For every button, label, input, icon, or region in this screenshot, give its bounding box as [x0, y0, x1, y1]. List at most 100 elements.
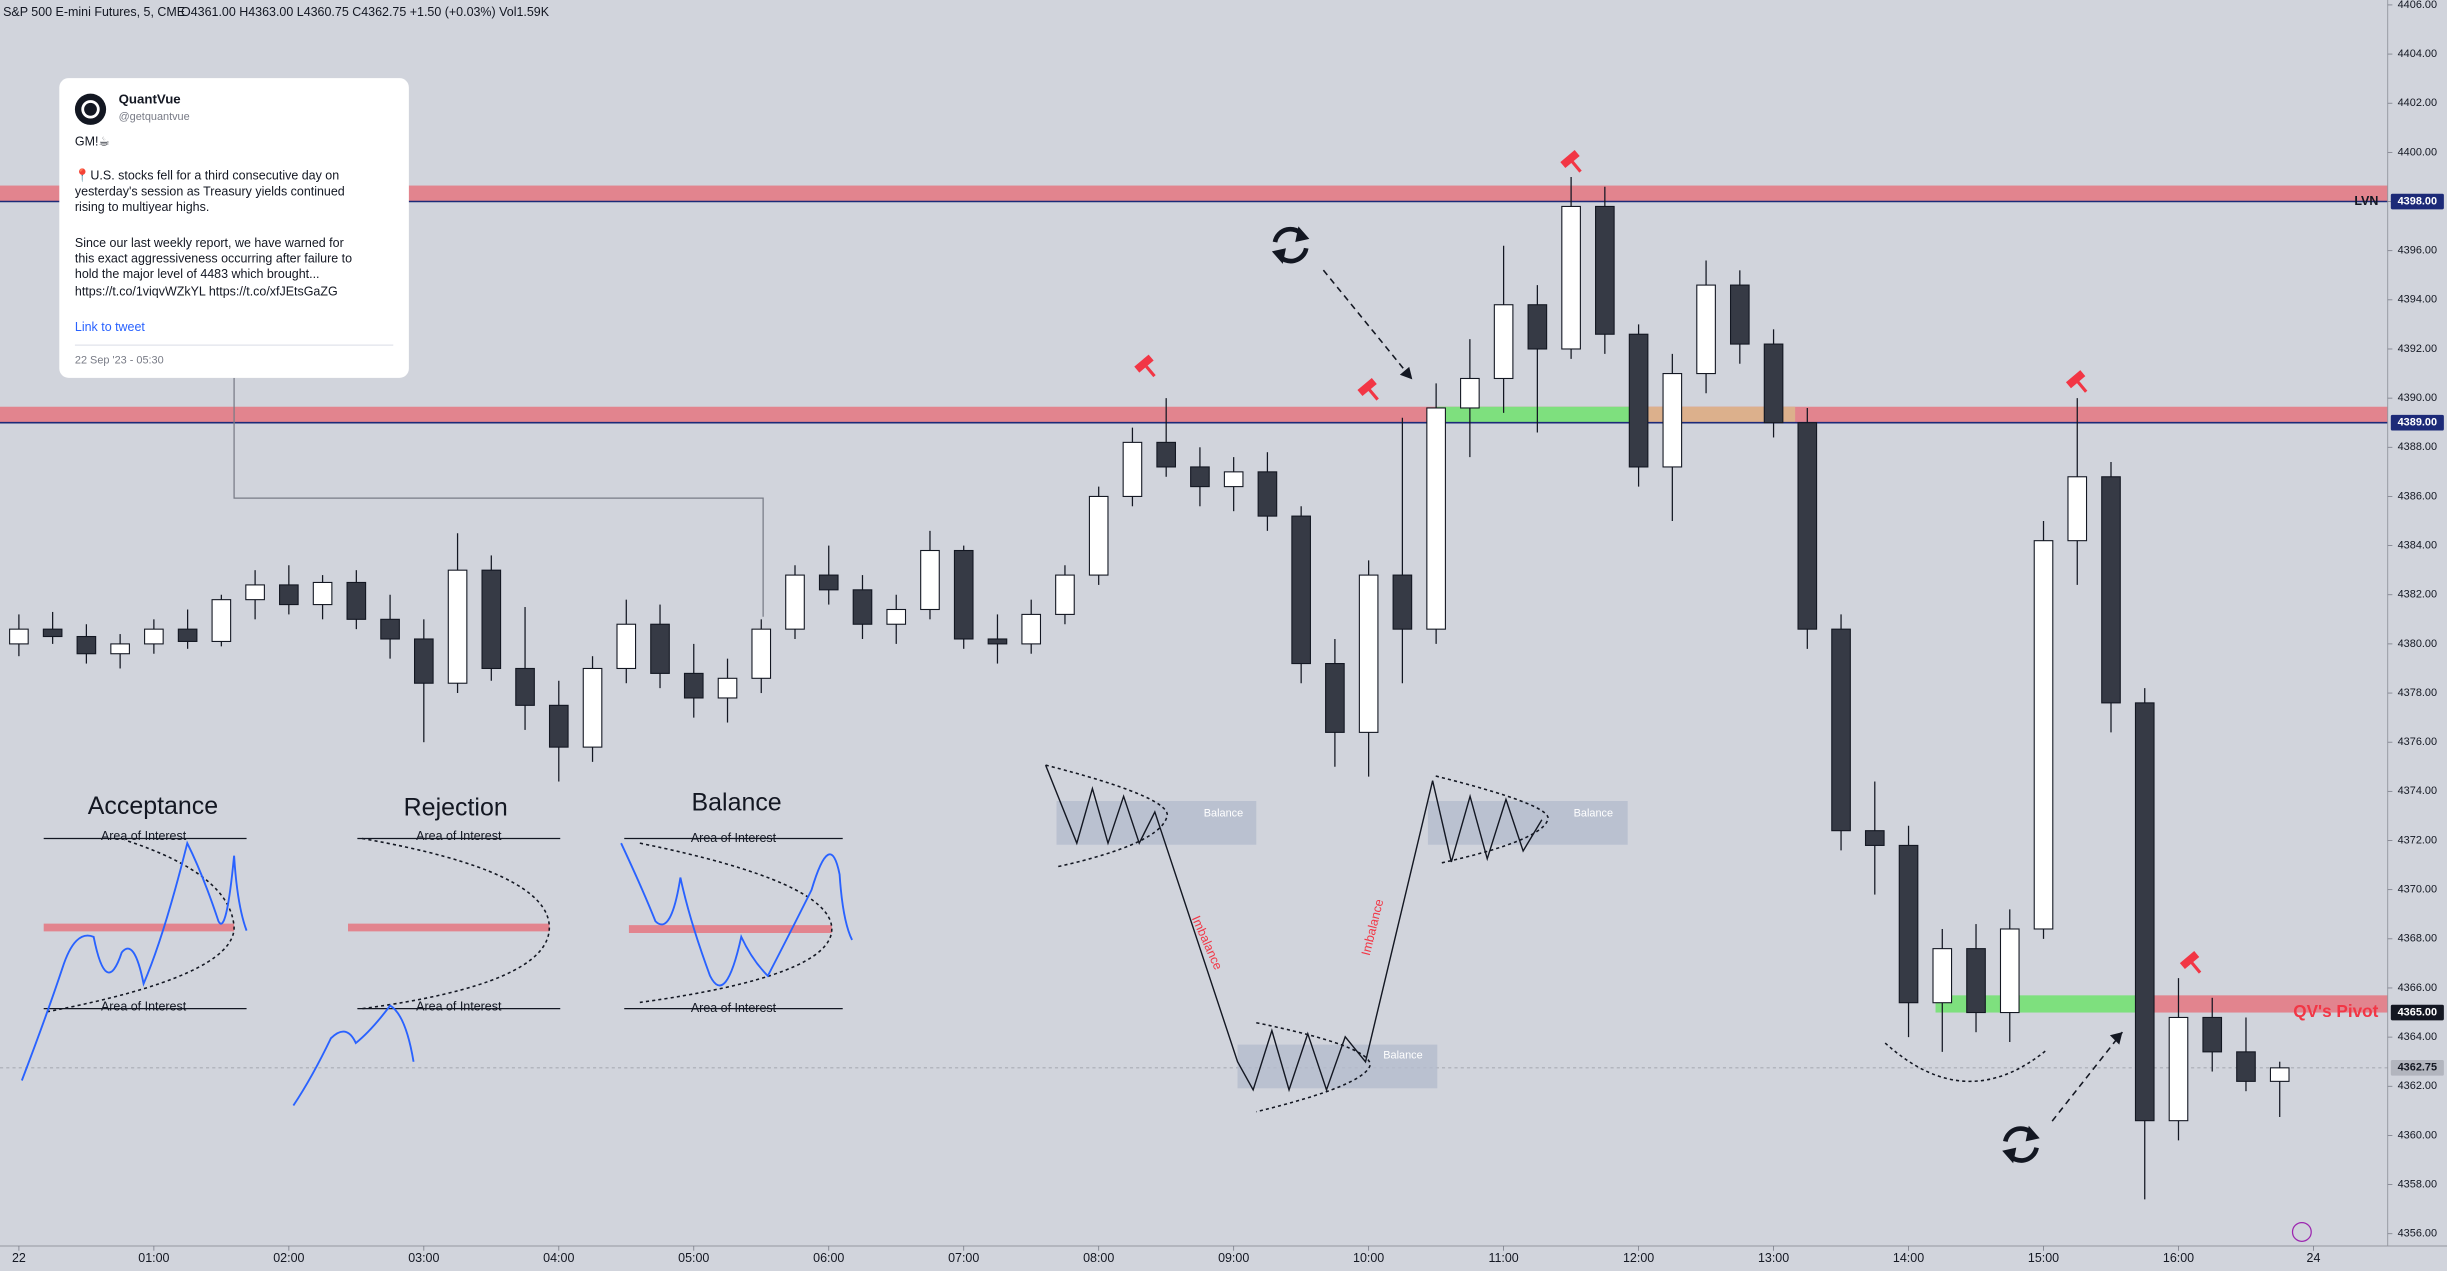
candle-body-down [1966, 948, 1986, 1014]
candle-body-up [1561, 205, 1581, 350]
x-tick-label: 08:00 [1083, 1251, 1114, 1265]
candle-body-up [2033, 540, 2054, 930]
x-tick-label: 14:00 [1893, 1251, 1924, 1265]
arrowhead [1399, 366, 1413, 380]
tweet-line: yesterday's session as Treasury yields c… [75, 184, 345, 198]
y-tick-label: 4390.00 [2398, 392, 2437, 404]
candle-body-up [312, 581, 333, 606]
zone [0, 406, 2388, 423]
candle-body-down [1729, 284, 1750, 345]
x-tick-label: 06:00 [813, 1251, 844, 1265]
candle-body-up [2269, 1067, 2290, 1082]
arrowhead [2109, 1032, 2123, 1045]
profile-curve [1045, 764, 1169, 868]
candle-body-up [2067, 476, 2088, 542]
aoi-label: Area of Interest [691, 1001, 777, 1015]
candle-body-up [1358, 574, 1379, 733]
price-sketch [620, 842, 853, 987]
candle-body-up [245, 584, 265, 601]
x-tick-label: 01:00 [138, 1251, 169, 1265]
profile-curve [361, 837, 551, 1010]
tweet-date: 22 Sep '23 - 05:30 [75, 355, 164, 367]
candle-body-up [144, 628, 164, 645]
balance-box [1056, 801, 1257, 845]
candle-body-up [582, 667, 603, 748]
candle-body-down [1291, 515, 1311, 665]
tweet-greeting: GM!☕ [75, 134, 110, 148]
annotation-title: Acceptance [88, 792, 218, 820]
x-tick-label: 11:00 [1488, 1251, 1518, 1265]
x-tick-label: 04:00 [543, 1251, 574, 1265]
refresh-icon [1271, 226, 1310, 264]
price-label-box [2390, 1004, 2444, 1021]
price-label: 4389.00 [2398, 417, 2437, 429]
candle-body-down [1527, 304, 1548, 350]
y-tick-label: 4376.00 [2398, 736, 2437, 748]
tweet-card: QuantVue @getquantvue GM!☕ 📍U.S. stocks … [59, 78, 409, 378]
price-scale [2387, 0, 2447, 1271]
flash-icon[interactable] [2291, 1221, 2312, 1242]
candle-body-down [2101, 476, 2121, 704]
y-tick-label: 4374.00 [2398, 785, 2437, 797]
candle-body-down [2236, 1051, 2256, 1082]
y-tick-label: 4366.00 [2398, 982, 2437, 994]
candle-body-down [279, 584, 299, 606]
balance-label: Balance [1204, 807, 1243, 819]
x-tick-label: 13:00 [1758, 1251, 1789, 1265]
profile-curve [46, 839, 235, 1013]
candle-body-up [9, 628, 29, 645]
annotation-title: Balance [691, 789, 781, 817]
ohlc: O4361.00 H4363.00 L4360.75 C4362.75 +1.5… [181, 5, 550, 19]
candle-body-up [1055, 574, 1075, 615]
y-tick-label: 4356.00 [2398, 1228, 2437, 1240]
tweet-name: QuantVue [119, 91, 181, 106]
tweet-line: rising to multiyear highs. [75, 200, 209, 214]
candle-body-down [515, 667, 535, 706]
y-tick-label: 4380.00 [2398, 638, 2437, 650]
tweet-link[interactable]: Link to tweet [75, 320, 146, 334]
price-label-box [2390, 193, 2444, 210]
y-tick-label: 4388.00 [2398, 441, 2437, 453]
aoi-label: Area of Interest [101, 829, 187, 843]
candle-body-down [413, 638, 434, 684]
x-tick-label: 24 [2307, 1251, 2321, 1265]
candle-body-up [1493, 304, 1514, 380]
zone [2146, 995, 2388, 1013]
tweet-line: 📍U.S. stocks fell for a third consecutiv… [75, 168, 339, 183]
y-tick-label: 4392.00 [2398, 343, 2437, 355]
candle-body-down [548, 704, 569, 748]
candle-body-down [683, 672, 704, 699]
candle-body-down [1595, 205, 1615, 335]
y-tick-label: 4406.00 [2398, 0, 2437, 11]
tweet-line: https://t.co/1viqvWZkYL https://t.co/xfJ… [75, 284, 338, 298]
candle-body-up [447, 569, 468, 684]
price-label-box [2390, 414, 2444, 431]
candle-body-down [346, 581, 367, 620]
candle-body-up [751, 628, 772, 679]
y-tick-label: 4402.00 [2398, 97, 2437, 109]
refresh-icon [2002, 1125, 2040, 1164]
annotation-title: Rejection [404, 793, 508, 821]
y-tick-label: 4378.00 [2398, 687, 2437, 699]
zone [1935, 995, 2147, 1013]
price-label: 4362.75 [2398, 1062, 2437, 1074]
aoi-label: Area of Interest [416, 829, 502, 843]
avatar [74, 93, 107, 125]
price-sketch [292, 1004, 415, 1107]
tweet-line: hold the major level of 4483 which broug… [75, 267, 320, 281]
candle-body-down [76, 635, 97, 655]
price-label: 4398.00 [2398, 195, 2437, 207]
candle-body-up [2168, 1016, 2189, 1122]
candle-body-down [1156, 441, 1177, 468]
avatar-mark [81, 100, 100, 119]
price-sketch [20, 840, 248, 1081]
balance-label: Balance [1574, 807, 1613, 819]
candle-body-up [1460, 377, 1480, 409]
x-tick-label: 15:00 [2028, 1251, 2059, 1265]
hammer-icons [1134, 150, 2202, 974]
candle-body-down [1763, 343, 1784, 424]
candle-body-up [1999, 928, 2020, 1014]
balance-label: Balance [1383, 1049, 1422, 1061]
candle-body-down [818, 574, 839, 591]
